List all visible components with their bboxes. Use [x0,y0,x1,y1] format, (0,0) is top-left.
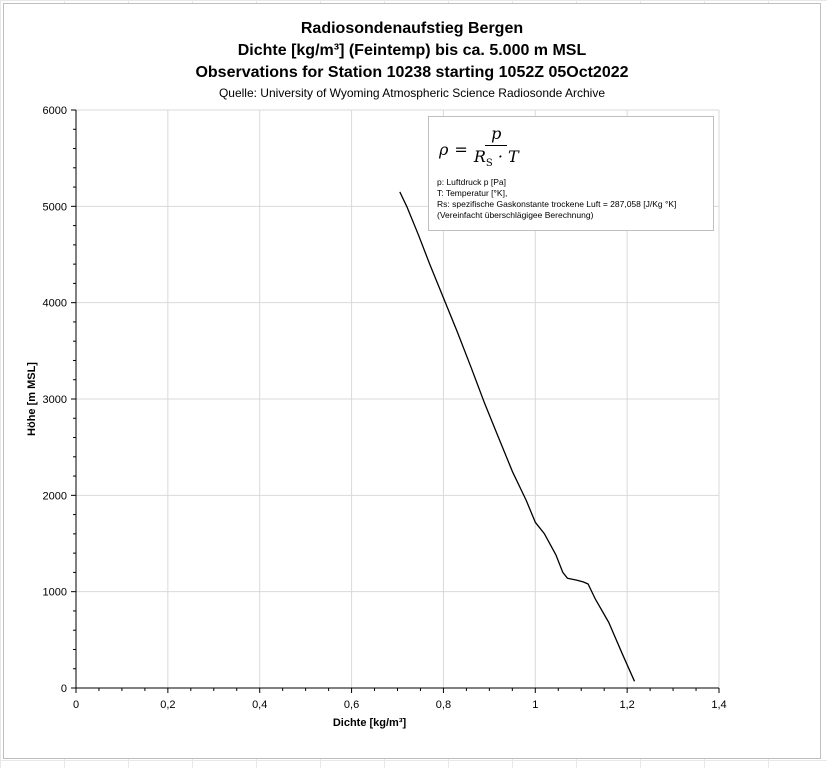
x-tick-label: 0 [73,699,79,711]
y-tick-label: 2000 [43,490,67,502]
x-tick-label: 0,2 [160,699,175,711]
formula-equals: = [454,139,468,159]
note-pressure: p: Luftdruck p [Pa] [437,177,506,187]
y-tick-label: 0 [61,683,67,695]
formula-fraction: p RS · T [474,125,519,173]
note-gas-constant: Rs: spezifische Gaskonstante trockene Lu… [437,199,677,209]
series-group [399,191,636,682]
density-profile-line [399,191,636,682]
y-tick-label: 3000 [43,394,67,406]
note-temperature: T: Temperatur [°K], [437,188,508,198]
x-tick-label: 0,6 [344,699,359,711]
y-tick-label: 4000 [43,298,67,310]
y-tick-label: 5000 [43,201,67,213]
y-tick-label: 6000 [43,105,67,117]
x-tick-label: 1,4 [711,699,726,711]
density-formula: ρ = p RS · T [439,125,519,173]
formula-box[interactable]: ρ = p RS · T p: Luftdruck p [Pa] T: Temp… [428,116,714,231]
formula-notes: p: Luftdruck p [Pa] T: Temperatur [°K], … [437,177,676,221]
chart-title-line-1: Radiosondenaufstieg Bergen [300,20,524,37]
x-tick-label: 1 [532,699,538,711]
formula-denominator: RS · T [474,146,519,173]
formula-lhs: ρ [439,139,449,159]
x-tick-label: 0,8 [436,699,451,711]
x-tick-label: 0,4 [252,699,267,711]
formula-den-main: R [473,147,486,166]
y-tick-label: 1000 [43,587,67,599]
y-tick-labels: 0 1000 2000 3000 4000 5000 6000 [43,105,67,695]
x-tick-label: 1,2 [619,699,634,711]
chart-titles: Radiosondenaufstieg Bergen Dichte [kg/m³… [4,18,820,102]
y-axis-title: Höhe [m MSL] [26,362,38,436]
formula-den-sub: S [485,158,493,170]
formula-den-rest: · T [497,147,519,166]
axes [71,109,720,693]
note-simplified: (Vereinfacht überschlägigee Berechnung) [437,210,594,220]
chart-title-line-2: Dichte [kg/m³] (Feintemp) bis ca. 5.000 … [237,42,587,59]
formula-numerator: p [485,125,508,146]
x-tick-labels: 0 0,2 0,4 0,6 0,8 1 1,2 1,4 [73,699,727,711]
chart-subtitle: Quelle: University of Wyoming Atmospheri… [218,86,606,100]
chart-title-line-3: Observations for Station 10238 starting … [195,64,629,81]
x-axis-title: Dichte [kg/m³] [333,717,407,729]
